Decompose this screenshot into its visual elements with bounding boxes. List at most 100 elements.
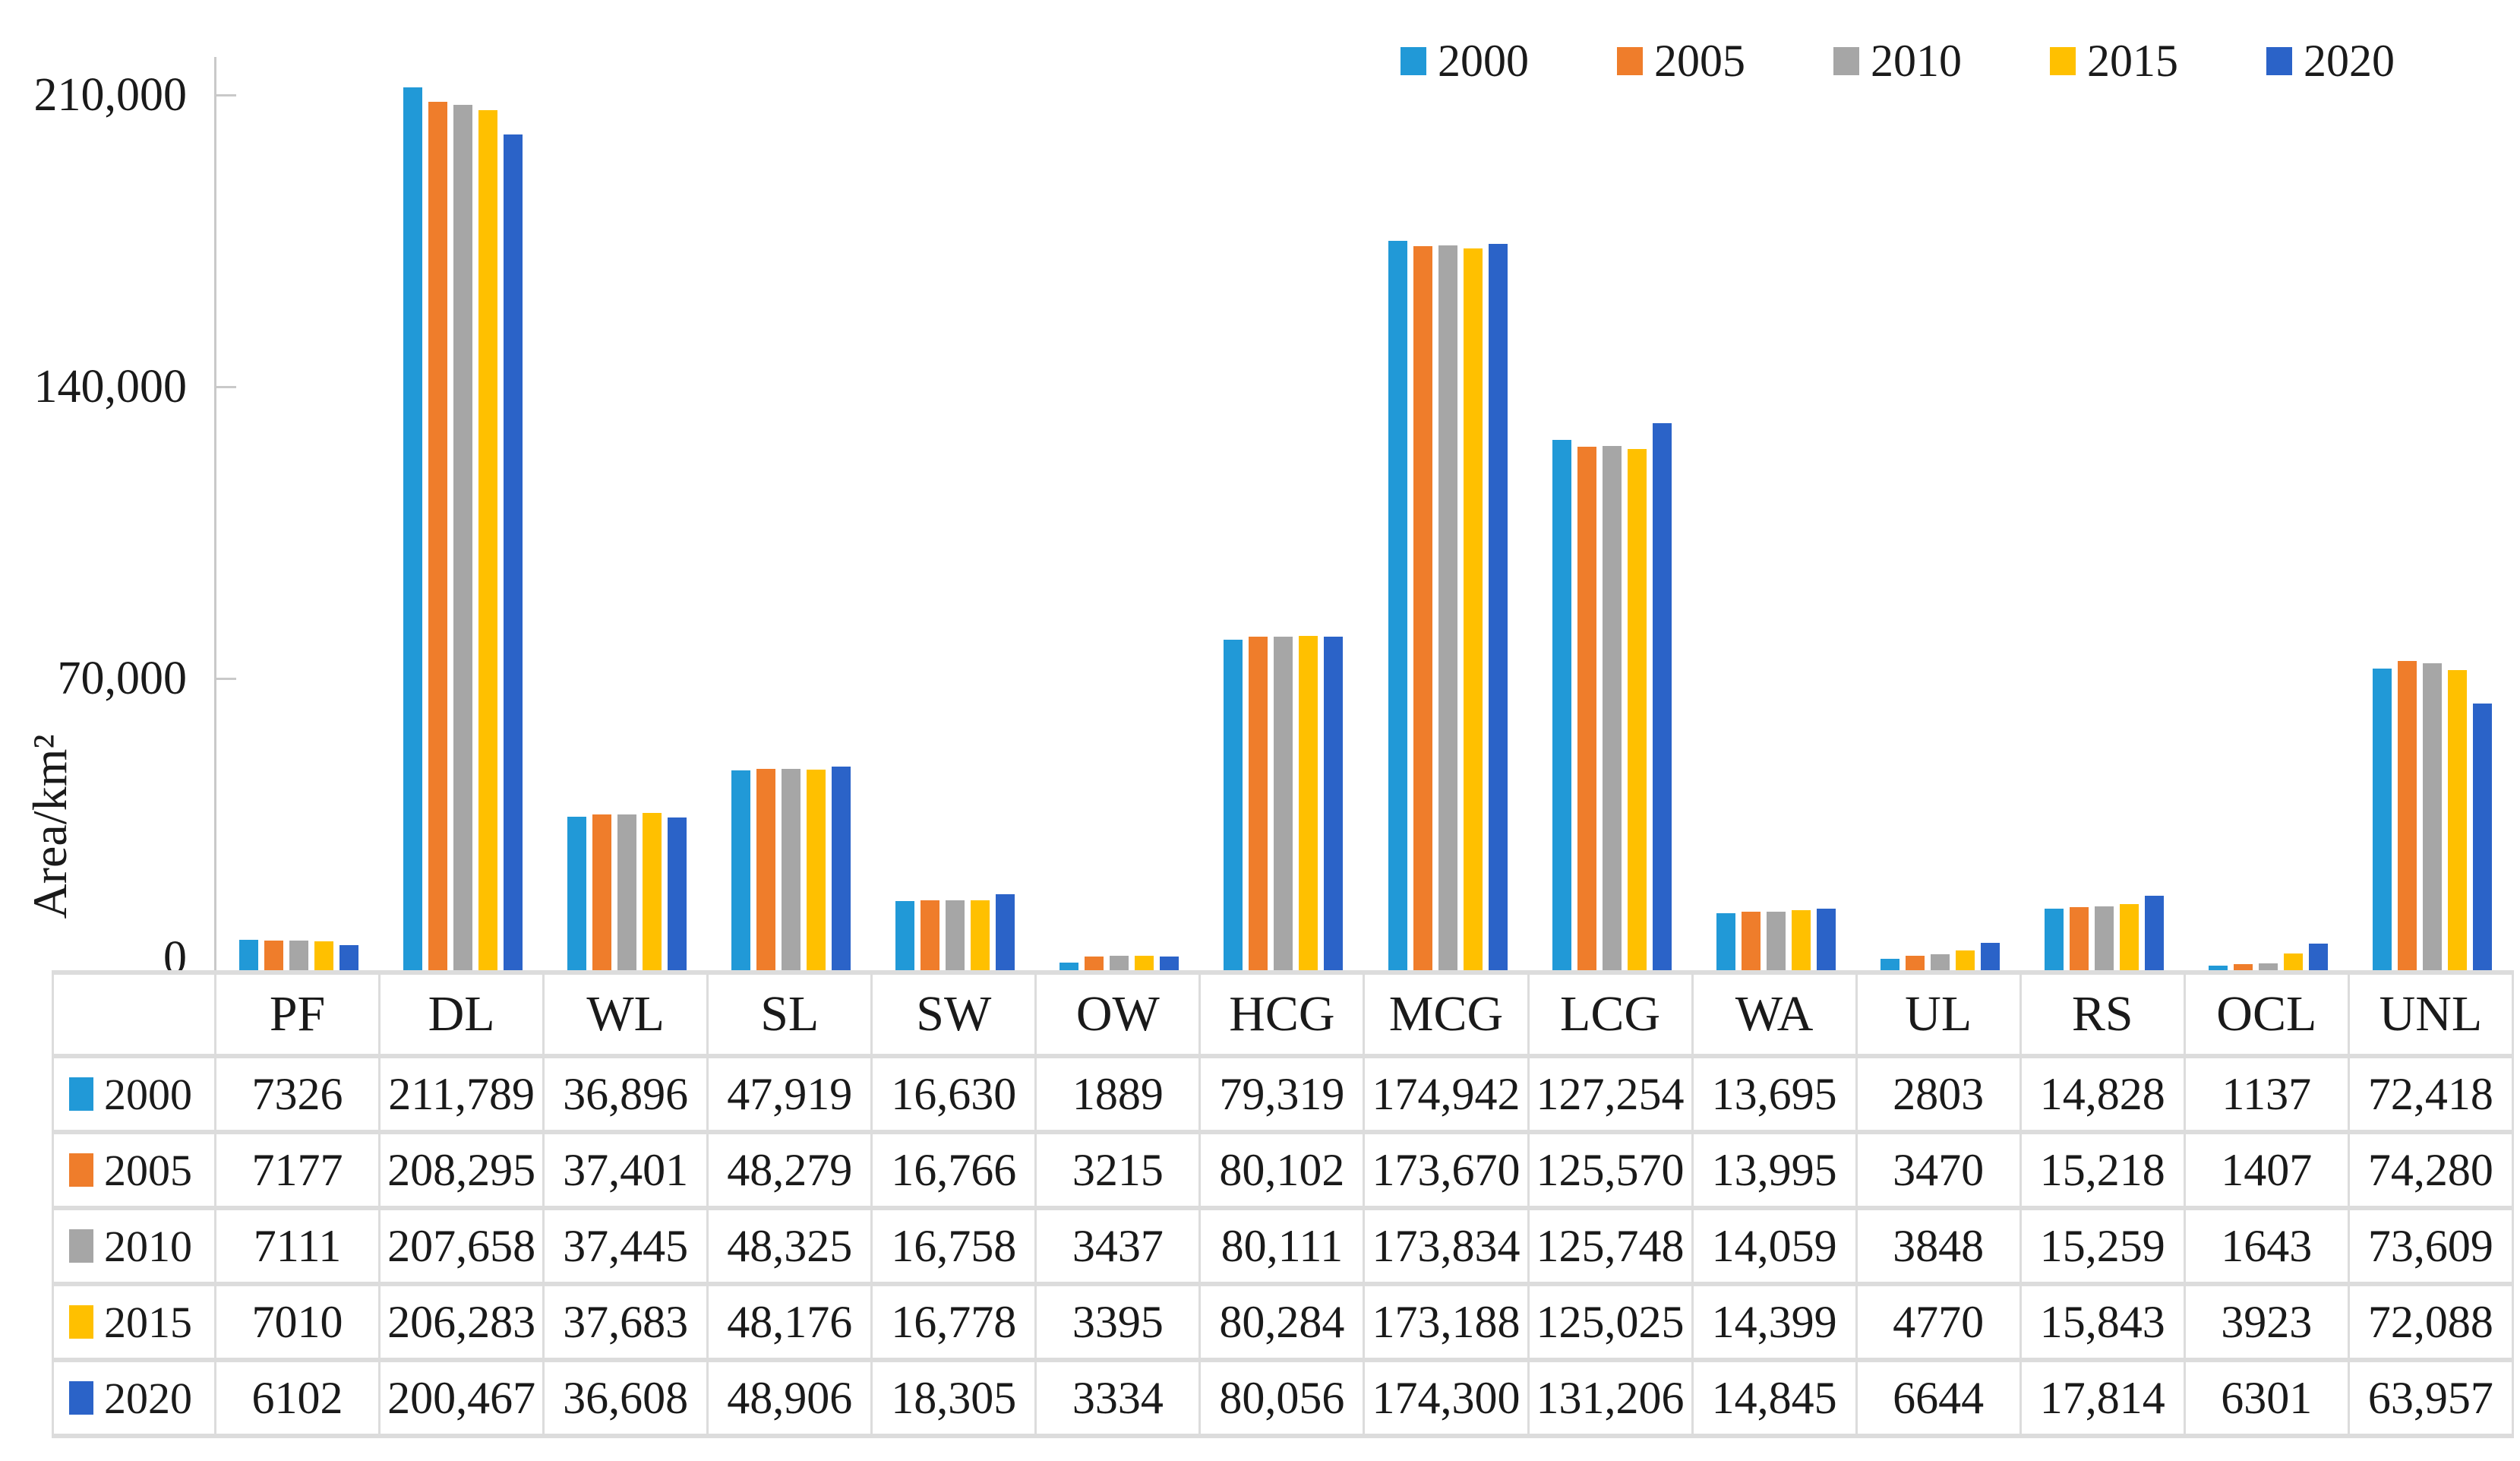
bar-2020-hcg — [1324, 637, 1344, 970]
table-header-row: PF DL WL SL SW OW HCG MCG LCG WA UL RS OCL UNL — [52, 970, 2515, 1058]
bar-group-ocl — [2187, 57, 2351, 970]
table-row-2015: 2015 7010 206,283 37,683 48,176 16,778 3395 80,… — [52, 1282, 2515, 1362]
bar-2015-ow — [1135, 956, 1154, 970]
bar-2020-lcg — [1652, 423, 1672, 970]
row-label-2005: 2005 — [104, 1145, 192, 1195]
legend-label-2015: 2015 — [2087, 36, 2178, 86]
cell-2010-ocl: 1643 — [2183, 1206, 2350, 1286]
bar-2010-ocl — [2259, 963, 2278, 970]
legend-swatch-2005 — [1617, 46, 1643, 75]
bar-2005-sl — [756, 769, 775, 970]
row-swatch-2020 — [69, 1381, 93, 1415]
table-row-2020: 2020 6102 200,467 36,608 48,906 18,305 3334 80,… — [52, 1358, 2515, 1438]
cell-2020-unl: 63,957 — [2347, 1358, 2515, 1438]
bar-2005-hcg — [1249, 637, 1268, 970]
cell-2020-pf: 6102 — [213, 1358, 381, 1438]
row-label-2020: 2020 — [104, 1373, 192, 1423]
table-header-dl: DL — [378, 970, 545, 1058]
cell-2005-ocl: 1407 — [2183, 1130, 2350, 1210]
cell-2015-wl: 37,683 — [542, 1282, 709, 1362]
bar-2005-ocl — [2234, 964, 2253, 970]
cell-2000-mcg: 174,942 — [1363, 1054, 1530, 1134]
cell-2005-ow: 3215 — [1034, 1130, 1202, 1210]
row-label-2000: 2000 — [104, 1069, 192, 1119]
row-key-wrap-2000: 2000 — [55, 1069, 213, 1120]
cell-2010-ow: 3437 — [1034, 1206, 1202, 1286]
bar-2010-wa — [1766, 912, 1786, 970]
bar-2000-ul — [1880, 959, 1899, 970]
bar-2010-ow — [1110, 956, 1129, 970]
cell-2000-ocl: 1137 — [2183, 1054, 2350, 1134]
cell-2015-pf: 7010 — [213, 1282, 381, 1362]
bar-group-rs — [2023, 57, 2187, 970]
bar-group-hcg — [1202, 57, 1366, 970]
bar-2010-lcg — [1602, 446, 1622, 970]
y-axis-label-70,000: 70,000 — [57, 653, 188, 704]
cell-2020-ow: 3334 — [1034, 1358, 1202, 1438]
row-key-wrap-2005: 2005 — [55, 1145, 213, 1196]
bar-2010-pf — [289, 941, 308, 970]
bar-2020-wl — [667, 817, 687, 970]
bar-2015-ul — [1955, 950, 1975, 970]
cell-2015-sw: 16,778 — [870, 1282, 1037, 1362]
table-header-lcg: LCG — [1527, 970, 1694, 1058]
bar-2015-pf — [314, 941, 333, 970]
bar-2010-mcg — [1438, 245, 1457, 970]
legend-item-2010: 2010 — [1833, 38, 1962, 84]
bar-2000-unl — [2373, 669, 2392, 970]
bar-2005-rs — [2070, 907, 2089, 970]
cell-2015-ow: 3395 — [1034, 1282, 1202, 1362]
cell-2010-sw: 16,758 — [870, 1206, 1037, 1286]
legend-label-2010: 2010 — [1871, 36, 1962, 86]
bar-2015-hcg — [1299, 636, 1318, 970]
cell-2015-mcg: 173,188 — [1363, 1282, 1530, 1362]
cell-2000-hcg: 79,319 — [1198, 1054, 1366, 1134]
cell-2005-wa: 13,995 — [1691, 1130, 1858, 1210]
cell-2015-lcg: 125,025 — [1527, 1282, 1694, 1362]
bar-2000-ocl — [2209, 966, 2228, 970]
bar-2000-sl — [731, 770, 750, 970]
bar-2020-sl — [831, 767, 851, 970]
table-header-wl: WL — [542, 970, 709, 1058]
cell-2000-unl: 72,418 — [2347, 1054, 2515, 1134]
cell-2005-mcg: 173,670 — [1363, 1130, 1530, 1210]
cell-2010-ul: 3848 — [1855, 1206, 2022, 1286]
cell-2020-sl: 48,906 — [706, 1358, 873, 1438]
bar-2000-ow — [1059, 963, 1079, 970]
cell-2010-unl: 73,609 — [2347, 1206, 2515, 1286]
cell-2010-pf: 7111 — [213, 1206, 381, 1286]
row-key-2015: 2015 — [52, 1282, 216, 1362]
bar-2005-sw — [921, 900, 940, 970]
table-header-rs: RS — [2019, 970, 2186, 1058]
row-key-2010: 2010 — [52, 1206, 216, 1286]
bar-group-mcg — [1366, 57, 1530, 970]
table-header-sl: SL — [706, 970, 873, 1058]
bar-2020-dl — [503, 134, 523, 970]
cell-2020-ul: 6644 — [1855, 1358, 2022, 1438]
cell-2005-pf: 7177 — [213, 1130, 381, 1210]
cell-2020-lcg: 131,206 — [1527, 1358, 1694, 1438]
cell-2015-ul: 4770 — [1855, 1282, 2022, 1362]
legend-swatch-2000 — [1401, 46, 1426, 75]
bar-2010-dl — [453, 105, 472, 970]
bar-2000-wa — [1716, 913, 1735, 970]
bar-2000-sw — [895, 901, 915, 970]
cell-2010-mcg: 173,834 — [1363, 1206, 1530, 1286]
row-swatch-2005 — [69, 1153, 93, 1187]
legend-item-2015: 2015 — [2050, 38, 2178, 84]
table-header-pf: PF — [213, 970, 381, 1058]
data-table: PF DL WL SL SW OW HCG MCG LCG WA UL RS OCL UNL 2000 732… — [52, 970, 2515, 1438]
bar-2020-sw — [996, 894, 1015, 970]
cell-2015-sl: 48,176 — [706, 1282, 873, 1362]
cell-2020-sw: 18,305 — [870, 1358, 1037, 1438]
bar-2010-hcg — [1274, 637, 1293, 970]
row-key-2000: 2000 — [52, 1054, 216, 1134]
legend-label-2000: 2000 — [1438, 36, 1529, 86]
table-row-2010: 2010 7111 207,658 37,445 48,325 16,758 3437 80,… — [52, 1206, 2515, 1286]
cell-2000-ul: 2803 — [1855, 1054, 2022, 1134]
bar-2010-unl — [2423, 663, 2443, 970]
table-header-mcg: MCG — [1363, 970, 1530, 1058]
bar-2005-mcg — [1413, 246, 1432, 970]
cell-2010-hcg: 80,111 — [1198, 1206, 1366, 1286]
table-header-wa: WA — [1691, 970, 1858, 1058]
